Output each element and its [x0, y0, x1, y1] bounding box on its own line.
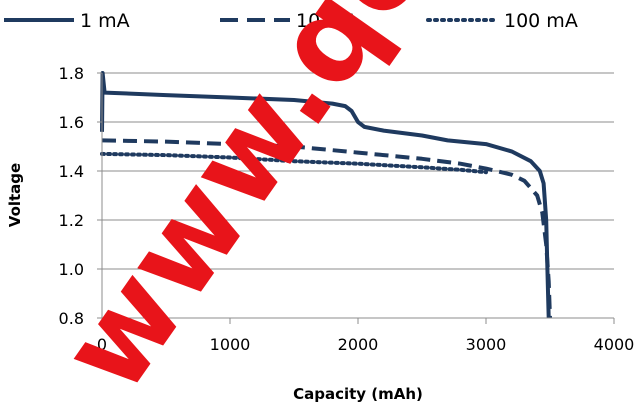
- x-tick-label: 1000: [210, 335, 251, 354]
- legend-label: 100 mA: [504, 10, 578, 32]
- y-tick-label: 0.8: [59, 309, 84, 328]
- legend-label: 10 mA: [296, 10, 358, 32]
- x-tick-label: 2000: [338, 335, 379, 354]
- y-tick-label: 1.8: [59, 64, 84, 83]
- series-layer: [100, 71, 552, 319]
- x-tick-label: 0: [97, 335, 107, 354]
- series-line-100-ma: [100, 151, 488, 175]
- y-tick-label: 1.2: [59, 211, 84, 230]
- y-tick-label: 1.0: [59, 260, 84, 279]
- x-axis-title: Capacity (mAh): [293, 385, 423, 403]
- legend: 1 mA 10 mA 100 mA: [4, 10, 578, 32]
- y-tick-label: 1.4: [59, 162, 84, 181]
- x-tick-label: 3000: [466, 335, 507, 354]
- series-line-1-ma: [100, 71, 551, 319]
- y-axis-title: Voltage: [6, 163, 24, 227]
- series-line-10-ma: [101, 138, 552, 319]
- y-tick-label: 1.6: [59, 113, 84, 132]
- legend-label: 1 mA: [80, 10, 130, 32]
- tick-labels: 0 1000 2000 3000 4000 0.8 1.0 1.2 1.4 1.6 1.8: [59, 64, 635, 354]
- x-tick-label: 4000: [594, 335, 635, 354]
- axes: [97, 72, 615, 324]
